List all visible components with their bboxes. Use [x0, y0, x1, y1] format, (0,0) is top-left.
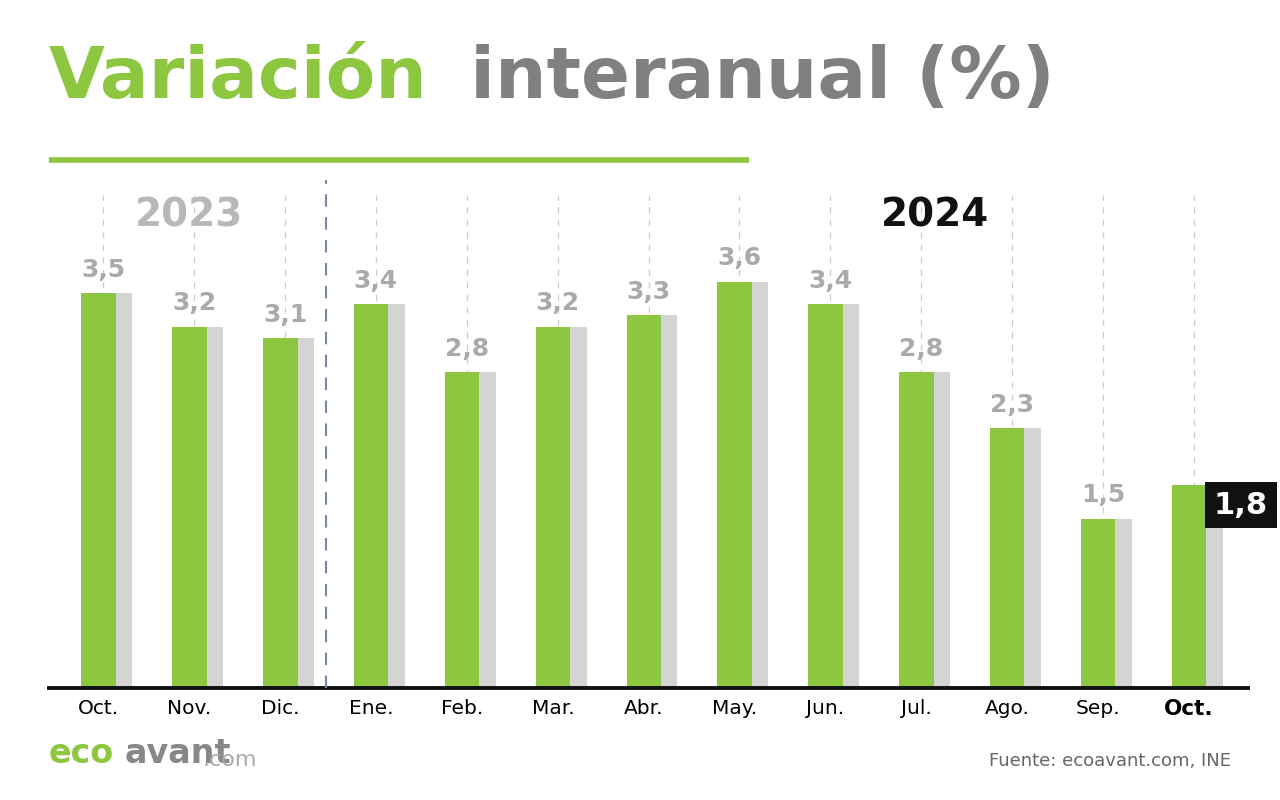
- Bar: [1088, 518, 1132, 688]
- Text: Fuente: ecoavant.com, INE: Fuente: ecoavant.com, INE: [989, 752, 1231, 770]
- Bar: [543, 326, 586, 688]
- Bar: [173, 326, 207, 688]
- Bar: [634, 315, 677, 688]
- Text: 3,5: 3,5: [81, 258, 125, 282]
- Text: 2,3: 2,3: [989, 393, 1034, 417]
- Text: 2,8: 2,8: [899, 337, 943, 361]
- Bar: [815, 304, 859, 688]
- Text: 3,4: 3,4: [353, 269, 398, 293]
- Bar: [906, 372, 950, 688]
- Bar: [899, 372, 933, 688]
- Text: .com: .com: [202, 750, 257, 770]
- Text: 3,2: 3,2: [535, 291, 580, 315]
- Text: 3,4: 3,4: [808, 269, 852, 293]
- Bar: [717, 282, 751, 688]
- Bar: [1179, 485, 1222, 688]
- Text: 1,5: 1,5: [1080, 483, 1125, 507]
- Text: 3,2: 3,2: [172, 291, 216, 315]
- Bar: [626, 315, 660, 688]
- Bar: [270, 338, 314, 688]
- Text: 3,3: 3,3: [626, 280, 671, 304]
- Bar: [444, 372, 479, 688]
- Bar: [88, 293, 132, 688]
- Text: Variación: Variación: [49, 44, 428, 113]
- Bar: [724, 282, 768, 688]
- Bar: [989, 428, 1024, 688]
- Text: interanual (%): interanual (%): [445, 44, 1055, 113]
- Bar: [264, 338, 297, 688]
- Text: avant: avant: [124, 737, 230, 770]
- Bar: [452, 372, 495, 688]
- Bar: [82, 293, 116, 688]
- Bar: [179, 326, 223, 688]
- Text: 1,8: 1,8: [1213, 490, 1268, 520]
- Text: 2024: 2024: [881, 196, 988, 234]
- Bar: [361, 304, 404, 688]
- Bar: [1171, 485, 1206, 688]
- Bar: [1080, 518, 1115, 688]
- Bar: [535, 326, 570, 688]
- Text: 3,6: 3,6: [717, 246, 762, 270]
- Bar: [997, 428, 1041, 688]
- Text: eco: eco: [49, 737, 114, 770]
- Text: 2023: 2023: [136, 196, 243, 234]
- Bar: [808, 304, 842, 688]
- Text: 3,1: 3,1: [262, 302, 307, 326]
- Text: 2,8: 2,8: [444, 337, 489, 361]
- Bar: [355, 304, 388, 688]
